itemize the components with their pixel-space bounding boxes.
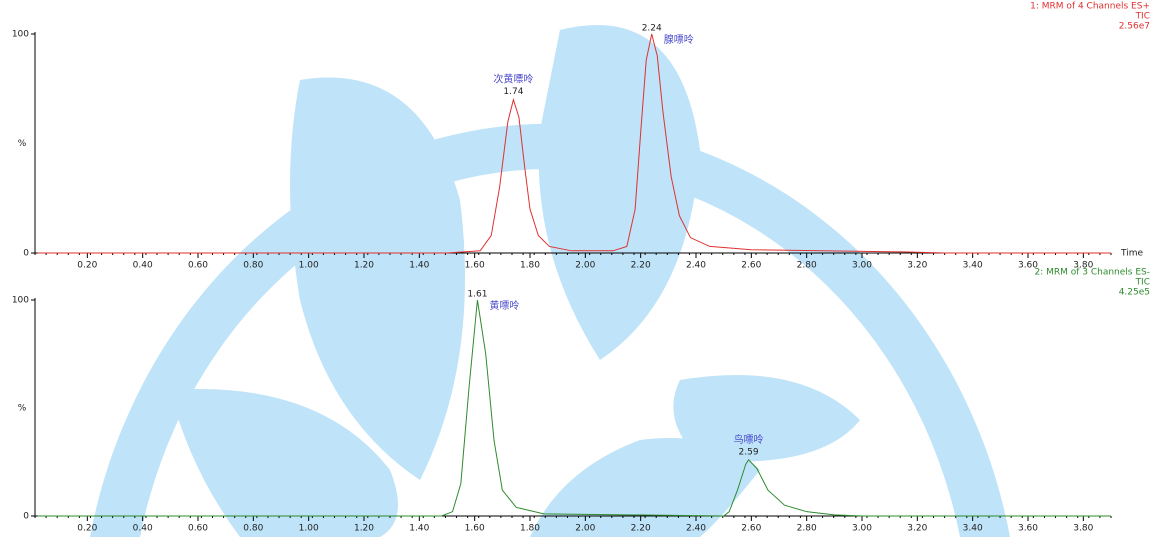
x-tick-label: 1.40: [409, 261, 429, 271]
x-tick-label: 3.00: [852, 261, 872, 271]
peak-rt: 2.24: [642, 24, 662, 34]
y-tick-label: 100: [12, 296, 29, 306]
peak-name: 次黄嘌呤: [493, 73, 533, 86]
max-intensity: 2.56e7: [1119, 22, 1150, 32]
x-tick-label: 2.80: [797, 524, 817, 534]
x-tick-label: 3.80: [1073, 524, 1093, 534]
x-tick-label: 1.00: [299, 524, 319, 534]
x-tick-label: 2.40: [686, 261, 706, 271]
trace-type: TIC: [1135, 12, 1150, 22]
peak-name: 黄嘌呤: [489, 299, 519, 312]
peak-name: 腺嘌呤: [664, 33, 694, 46]
x-axis-label: Time: [1120, 249, 1143, 259]
watermark-leaf: [530, 438, 760, 537]
x-tick-label: 2.80: [797, 261, 817, 271]
y-axis-label: %: [18, 139, 27, 149]
x-tick-label: 0.80: [243, 261, 263, 271]
x-tick-label: 0.20: [77, 524, 97, 534]
x-tick-label: 0.60: [188, 524, 208, 534]
x-tick-label: 3.00: [852, 524, 872, 534]
x-tick-label: 3.20: [907, 261, 927, 271]
chart: 0 100% 0.20 0.40 0.60 0.80 1.00 1.20 1.40 1.60 1.8…: [0, 0, 1157, 537]
x-tick-label: 2.60: [741, 261, 761, 271]
x-tick-label: 2.20: [631, 524, 651, 534]
x-tick-label: 3.40: [963, 524, 983, 534]
peak-rt: 1.74: [503, 87, 523, 97]
y-tick-label: 100: [12, 30, 29, 40]
watermark: [90, 25, 1010, 537]
x-tick-label: 1.60: [465, 261, 485, 271]
x-tick-label: 1.80: [520, 524, 540, 534]
x-tick-label: 0.80: [243, 524, 263, 534]
x-tick-label: 2.00: [575, 524, 595, 534]
x-tick-label: 3.40: [963, 261, 983, 271]
x-tick-label: 1.20: [354, 524, 374, 534]
x-tick-label: 1.60: [465, 524, 485, 534]
trace-name: 2: MRM of 3 Channels ES-: [1034, 268, 1150, 278]
trace-name: 1: MRM of 4 Channels ES+: [1030, 2, 1150, 12]
peak-name: 鸟嘌呤: [734, 433, 764, 446]
max-intensity: 4.25e5: [1119, 288, 1150, 298]
x-tick-label: 0.60: [188, 261, 208, 271]
x-tick-label: 2.40: [686, 524, 706, 534]
x-tick-label: 0.40: [133, 524, 153, 534]
peak-rt: 2.59: [739, 447, 759, 457]
watermark-leaf: [539, 25, 700, 360]
x-tick-label: 3.20: [907, 524, 927, 534]
x-tick-label: 1.00: [299, 261, 319, 271]
trace-type: TIC: [1135, 278, 1150, 288]
x-tick-label: 2.00: [575, 261, 595, 271]
x-tick-label: 2.20: [631, 261, 651, 271]
y-axis-label: %: [18, 404, 27, 414]
x-tick-label: 2.60: [741, 524, 761, 534]
x-tick-label: 1.20: [354, 261, 374, 271]
x-tick-label: 1.80: [520, 261, 540, 271]
x-tick-label: 0.40: [133, 261, 153, 271]
peak-rt: 1.61: [467, 290, 487, 300]
x-tick-label: 1.40: [409, 524, 429, 534]
x-tick-label: 0.20: [77, 261, 97, 271]
y-tick-label: 0: [23, 512, 29, 522]
x-tick-label: 3.60: [1018, 524, 1038, 534]
y-tick-label: 0: [23, 249, 29, 259]
